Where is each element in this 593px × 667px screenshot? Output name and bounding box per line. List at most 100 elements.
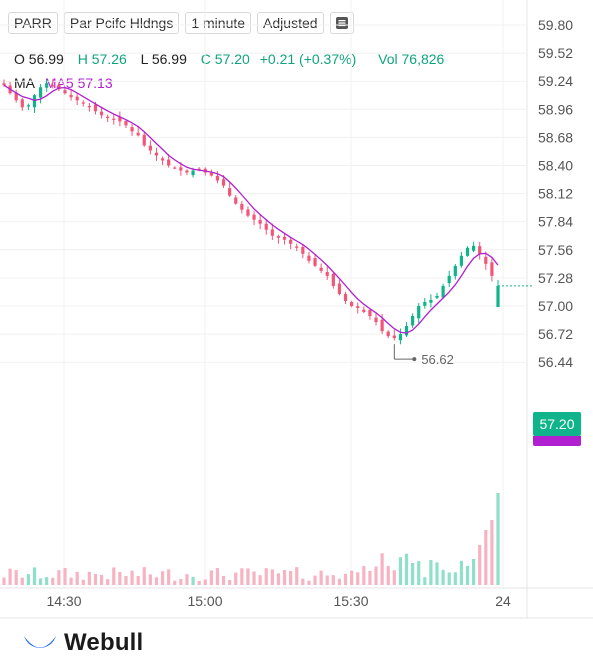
candle-body <box>118 116 122 122</box>
volume-bar <box>362 566 366 585</box>
volume-bar <box>496 493 500 585</box>
candle-body <box>69 94 73 98</box>
volume-bar <box>38 578 43 585</box>
volume-bar <box>453 572 457 585</box>
volume-bar <box>240 568 244 585</box>
volume-bar <box>472 559 476 585</box>
candle-body <box>392 335 396 339</box>
candle-body <box>26 105 30 107</box>
high-value: 57.26 <box>91 51 127 67</box>
ma5-line <box>3 84 499 334</box>
candle-body <box>270 229 274 236</box>
volume-bar <box>374 566 378 585</box>
candle-body <box>289 239 293 244</box>
volume-bar <box>313 575 317 585</box>
volume-bar <box>337 578 342 585</box>
volume-bar <box>295 567 299 585</box>
candle-body <box>337 283 342 294</box>
x-tick-label: 14:30 <box>46 593 81 609</box>
volume-bar <box>51 577 55 585</box>
low-value: 56.99 <box>151 51 187 67</box>
volume-bar <box>343 573 348 585</box>
volume-bar <box>356 572 360 585</box>
volume-bar <box>392 570 396 585</box>
settings-menu-button[interactable] <box>329 12 354 34</box>
volume-bar <box>106 579 110 585</box>
candle-body <box>185 170 189 173</box>
candle-body <box>282 236 287 240</box>
y-tick-label: 56.44 <box>538 354 573 370</box>
volume-bar <box>289 570 293 585</box>
candle-body <box>258 219 262 224</box>
x-tick-label: 15:30 <box>333 593 368 609</box>
candle-body <box>87 106 91 108</box>
candle-body <box>38 87 43 98</box>
volume-value: 76,826 <box>401 51 445 67</box>
candle-body <box>160 158 165 161</box>
candle-body <box>197 168 201 170</box>
high-label: H <box>77 51 88 67</box>
volume-bar <box>331 575 335 585</box>
candle-body <box>191 170 195 176</box>
volume-bar <box>490 520 494 585</box>
candle-body <box>99 111 104 116</box>
open-label: O <box>14 51 25 67</box>
volume-bar <box>69 577 73 585</box>
volume-bar <box>478 545 482 585</box>
candle-body <box>51 85 55 87</box>
y-tick-label: 58.12 <box>538 186 573 202</box>
volume-bar <box>423 577 427 585</box>
candle-body <box>136 132 140 136</box>
close-label: C <box>200 51 211 67</box>
candle-body <box>228 188 232 196</box>
volume-bar <box>411 563 415 585</box>
volume-bar <box>221 575 226 585</box>
volume-bar <box>264 568 268 585</box>
symbol-button[interactable]: PARR <box>8 12 58 34</box>
candle-body <box>417 306 421 319</box>
volume-bar <box>160 571 165 585</box>
volume-bar <box>20 577 24 585</box>
candle-body <box>142 134 146 146</box>
volume-bar <box>325 575 329 585</box>
volume-bar <box>228 580 232 585</box>
volume-bar <box>258 575 262 585</box>
candle-body <box>356 306 360 309</box>
y-tick-label: 59.52 <box>538 45 573 61</box>
volume-bar <box>45 577 49 585</box>
candle-body <box>148 145 152 151</box>
x-tick-label: 15:00 <box>187 593 222 609</box>
ma-readout: MA MA5 57.13 <box>14 75 113 91</box>
y-tick-label: 57.28 <box>538 270 573 286</box>
candle-body <box>295 246 299 248</box>
volume-bar <box>142 567 146 585</box>
candle-body <box>496 285 500 308</box>
volume-bar <box>301 578 305 585</box>
volume-bar <box>112 567 116 585</box>
candle-body <box>404 326 409 336</box>
candle-body <box>209 172 213 176</box>
x-tick-label: 24 <box>495 593 511 609</box>
y-tick-label: 58.40 <box>538 158 573 174</box>
candle-body <box>32 95 37 108</box>
candle-body <box>411 316 415 326</box>
volume-bar <box>81 579 85 585</box>
volume-bar <box>118 572 122 585</box>
low-label: L <box>140 51 148 67</box>
volume-bar <box>319 570 323 585</box>
webull-logo: Webull <box>22 629 143 657</box>
webull-bull-icon <box>24 636 56 648</box>
volume-bar <box>398 557 403 585</box>
volume-bar <box>185 574 189 585</box>
y-tick-label: 59.24 <box>538 73 573 89</box>
candle-body <box>106 116 110 118</box>
candle-body <box>215 175 220 181</box>
adjust-selector[interactable]: Adjusted <box>257 12 324 34</box>
company-name[interactable]: Par Pcifc Hldngs <box>63 12 180 34</box>
candle-body <box>173 167 177 169</box>
volume-bar <box>350 570 354 585</box>
volume-bar <box>404 553 409 585</box>
volume-bar <box>417 561 421 585</box>
candle-body <box>112 118 116 120</box>
